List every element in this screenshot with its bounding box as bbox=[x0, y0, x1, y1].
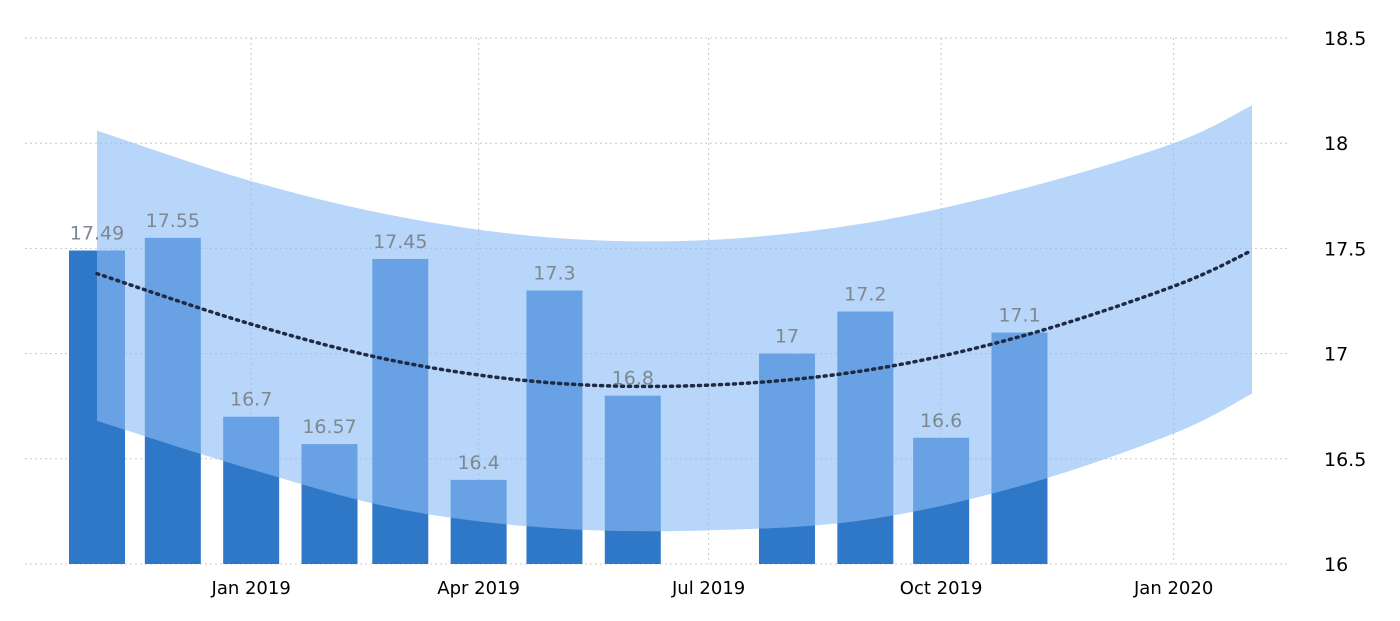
forecast-band-layer bbox=[97, 105, 1252, 532]
bar-value-label: 17 bbox=[775, 326, 799, 348]
x-tick-label: Jan 2019 bbox=[211, 578, 291, 599]
x-tick-label: Jan 2020 bbox=[1133, 578, 1213, 599]
x-tick-label: Oct 2019 bbox=[900, 578, 983, 599]
trend-line bbox=[95, 248, 1254, 389]
bar-value-label: 16.7 bbox=[230, 389, 272, 411]
bar-value-label: 17.49 bbox=[70, 223, 124, 245]
y-tick-label: 16 bbox=[1324, 554, 1348, 576]
forecast-band bbox=[97, 105, 1252, 532]
y-tick-label: 17.5 bbox=[1324, 238, 1366, 260]
x-tick-label: Apr 2019 bbox=[437, 578, 520, 599]
y-tick-label: 18.5 bbox=[1324, 28, 1366, 50]
bar-value-label: 17.45 bbox=[373, 231, 427, 253]
trend-line-layer bbox=[95, 248, 1254, 389]
bar-value-label: 17.2 bbox=[844, 284, 886, 306]
data-labels-layer: 17.49 17.55 16.7 16.57 17.45 16.4 17.3 16.8 17 17… bbox=[70, 210, 1041, 474]
bar-value-label: 16.57 bbox=[302, 416, 356, 438]
y-tick-label: 17 bbox=[1324, 344, 1348, 366]
bar-value-label: 16.8 bbox=[612, 368, 654, 390]
y-tick-label: 16.5 bbox=[1324, 449, 1366, 471]
bar-value-label: 17.55 bbox=[146, 210, 200, 232]
x-tick-label: Jul 2019 bbox=[671, 578, 745, 599]
bar-value-label: 16.6 bbox=[920, 410, 962, 432]
bar-value-label: 17.3 bbox=[533, 262, 575, 284]
bar-value-label: 16.4 bbox=[457, 452, 499, 474]
y-tick-label: 18 bbox=[1324, 133, 1348, 155]
axis-labels-layer: 16 16.5 17 17.5 18 18.5 Jan 2019 Apr 2019 Jul 20… bbox=[211, 28, 1367, 599]
bar-value-label: 17.1 bbox=[998, 305, 1040, 327]
